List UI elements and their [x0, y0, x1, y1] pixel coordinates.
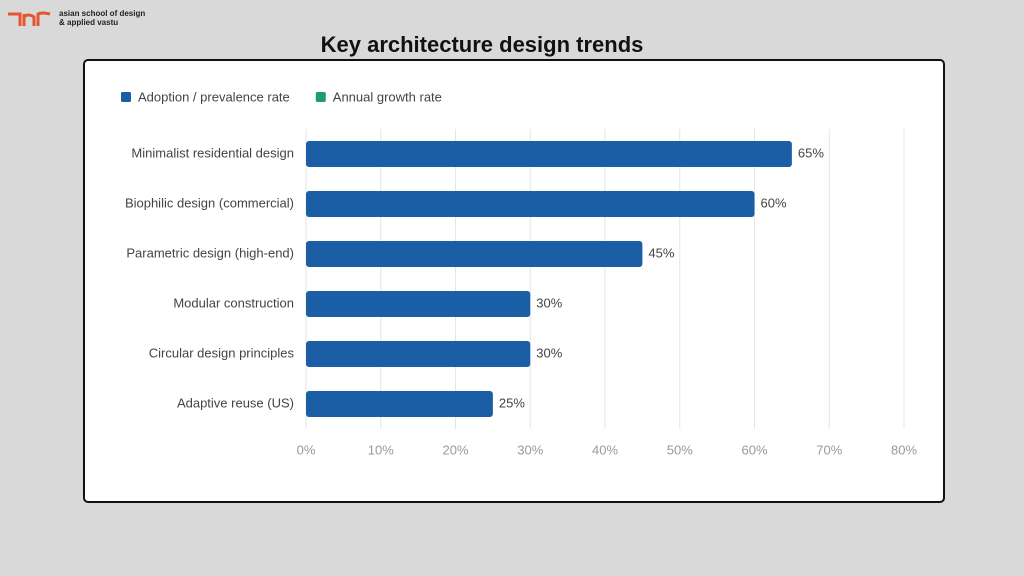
value-label: 65% — [798, 145, 824, 160]
value-label: 25% — [499, 395, 525, 410]
bar — [306, 241, 643, 267]
legend-swatch — [315, 92, 326, 102]
y-tick-label: Parametric design (high-end) — [126, 245, 294, 260]
y-tick-label: Circular design principles — [149, 345, 295, 360]
x-tick-label: 60% — [741, 442, 767, 457]
bar — [306, 191, 755, 217]
bar — [306, 341, 531, 367]
value-label: 45% — [648, 245, 674, 260]
x-tick-label: 50% — [667, 442, 693, 457]
value-label: 30% — [536, 295, 562, 310]
logo-text: asian school of design — [59, 9, 145, 18]
legend-label: Annual growth rate — [333, 89, 442, 104]
y-tick-label: Modular construction — [173, 295, 294, 310]
bar — [306, 141, 792, 167]
legend-swatch — [121, 92, 131, 102]
x-tick-label: 40% — [592, 442, 618, 457]
x-tick-label: 70% — [816, 442, 842, 457]
bar — [306, 291, 531, 317]
chart-title: Key architecture design trends — [321, 32, 644, 57]
x-tick-label: 30% — [517, 442, 543, 457]
y-tick-label: Adaptive reuse (US) — [177, 395, 294, 410]
value-label: 60% — [761, 195, 787, 210]
logo-text: & applied vastu — [59, 18, 118, 27]
x-tick-label: 10% — [368, 442, 394, 457]
logo-mark — [8, 11, 51, 26]
x-tick-label: 80% — [891, 442, 917, 457]
logo: asian school of design & applied vastu — [8, 9, 145, 27]
bar — [306, 391, 493, 417]
y-tick-label: Minimalist residential design — [131, 145, 294, 160]
chart-panel — [83, 59, 945, 503]
y-tick-label: Biophilic design (commercial) — [125, 195, 294, 210]
value-label: 30% — [536, 345, 562, 360]
x-tick-label: 20% — [442, 442, 468, 457]
x-tick-label: 0% — [297, 442, 316, 457]
legend-label: Adoption / prevalence rate — [138, 89, 290, 104]
